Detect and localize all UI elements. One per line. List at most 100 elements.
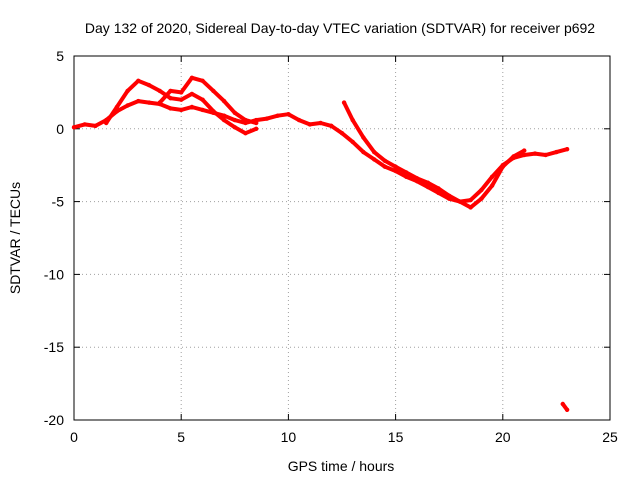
data-point (104, 120, 109, 126)
data-point (318, 120, 323, 126)
series-track-d (329, 123, 570, 204)
data-point (522, 152, 527, 158)
data-point (136, 98, 141, 104)
data-point (564, 147, 570, 152)
data-point (125, 103, 130, 108)
data-point (179, 90, 184, 95)
chart-title: Day 132 of 2020, Sidereal Day-to-day VTE… (85, 20, 595, 36)
data-point (211, 88, 216, 94)
data-point (532, 151, 538, 156)
data-point (146, 100, 152, 105)
data-point (189, 104, 195, 110)
data-point (372, 149, 377, 155)
data-point (189, 75, 195, 81)
data-point (404, 170, 409, 175)
plot-frame (73, 55, 611, 421)
data-point (489, 174, 495, 179)
y-tick-label: 0 (56, 121, 64, 137)
data-point (71, 125, 77, 130)
data-point (254, 120, 259, 126)
data-point (479, 196, 484, 201)
data-point (339, 131, 345, 136)
data-point (254, 126, 259, 131)
data-point (243, 131, 248, 136)
data-point (243, 117, 248, 123)
data-point (425, 184, 430, 190)
data-point (179, 97, 184, 102)
data-point (500, 164, 505, 169)
data-point (296, 117, 302, 123)
data-point (447, 193, 452, 198)
data-point (168, 106, 173, 111)
data-point (341, 100, 347, 105)
data-point (554, 149, 559, 155)
data-point (511, 154, 516, 159)
series-track-e (342, 100, 527, 210)
data-point (361, 135, 366, 140)
series-track-c (157, 75, 259, 125)
data-point (479, 187, 484, 193)
y-axis-label: SDTVAR / TECUs (7, 182, 23, 294)
data-point (393, 168, 398, 174)
data-point (179, 107, 184, 113)
data-point (168, 88, 173, 94)
data-point (211, 109, 216, 114)
data-point (200, 107, 205, 113)
x-tick-label: 10 (281, 429, 297, 445)
axis-ticks: 0 5 10 15 20 25 -20 -15 -10 -5 0 5 (44, 48, 618, 445)
data-point (350, 117, 355, 123)
y-tick-label: -20 (44, 412, 64, 428)
data-point (543, 152, 548, 158)
x-axis-label: GPS time / hours (288, 458, 395, 474)
x-tick-label: 20 (495, 429, 511, 445)
data-point (232, 110, 237, 116)
data-point (307, 122, 312, 127)
data-series (71, 75, 570, 412)
grid-lines (74, 56, 610, 420)
data-point (468, 205, 473, 210)
data-point (436, 186, 441, 191)
data-point (275, 113, 280, 118)
data-point (372, 157, 377, 162)
x-tick-label: 5 (177, 429, 185, 445)
data-point (489, 183, 495, 188)
data-point (189, 91, 195, 97)
data-point (404, 174, 409, 179)
data-point (361, 149, 366, 155)
data-point (286, 112, 291, 117)
data-point (221, 98, 227, 104)
data-point (425, 180, 430, 185)
data-point (522, 148, 527, 153)
data-point (393, 164, 398, 169)
data-point (125, 88, 130, 94)
data-point (382, 158, 388, 163)
data-point (200, 97, 205, 102)
y-tick-label: -15 (44, 339, 64, 355)
data-point (232, 117, 237, 123)
data-point (157, 100, 162, 105)
x-tick-label: 25 (602, 429, 618, 445)
x-tick-label: 0 (70, 429, 78, 445)
data-point (200, 78, 205, 84)
data-point (382, 164, 388, 169)
data-point (468, 197, 473, 203)
data-point (414, 176, 420, 181)
data-point (221, 117, 227, 123)
data-point (168, 96, 173, 101)
data-point (329, 123, 334, 129)
data-point (232, 125, 237, 130)
data-point (264, 116, 270, 121)
x-tick-label: 15 (388, 429, 404, 445)
data-point (564, 407, 570, 412)
data-point (146, 82, 152, 88)
data-point (93, 123, 98, 129)
data-point (436, 190, 441, 196)
data-point (457, 199, 463, 204)
data-point (350, 139, 355, 145)
y-tick-label: -5 (52, 194, 65, 210)
data-point (114, 104, 120, 110)
data-point (136, 78, 141, 84)
y-tick-label: -10 (44, 266, 64, 282)
data-point (82, 122, 87, 127)
